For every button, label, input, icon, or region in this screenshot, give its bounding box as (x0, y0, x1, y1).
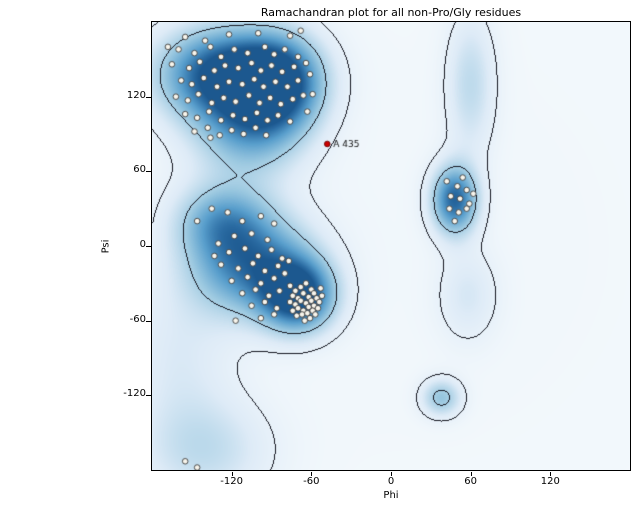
x-tick-label: 0 (387, 476, 395, 487)
y-tick-mark (146, 320, 151, 322)
x-tick-mark (470, 472, 472, 476)
y-tick-label: 60 (133, 164, 146, 176)
x-tick-label: -60 (303, 476, 320, 487)
y-tick-mark (146, 96, 151, 98)
x-tick-mark (550, 472, 552, 476)
x-tick-mark (311, 472, 313, 476)
x-tick-mark (231, 472, 233, 476)
y-tick-label: 120 (126, 89, 146, 101)
x-tick-label: 120 (540, 476, 560, 487)
y-tick-mark (146, 246, 151, 247)
plot-area (151, 21, 631, 471)
y-tick-label: -60 (129, 313, 146, 325)
y-tick-label: 0 (139, 239, 146, 250)
x-tick-label: -120 (220, 476, 243, 487)
ramachandran-plot-canvas (152, 22, 630, 470)
y-tick-mark (146, 395, 151, 397)
y-tick-label: -120 (123, 388, 146, 400)
x-tick-label: 60 (464, 476, 478, 487)
x-tick-mark (391, 472, 392, 476)
x-axis-label: Phi (383, 490, 399, 501)
chart-title: Ramachandran plot for all non-Pro/Gly re… (260, 6, 522, 19)
y-tick-mark (146, 171, 151, 173)
